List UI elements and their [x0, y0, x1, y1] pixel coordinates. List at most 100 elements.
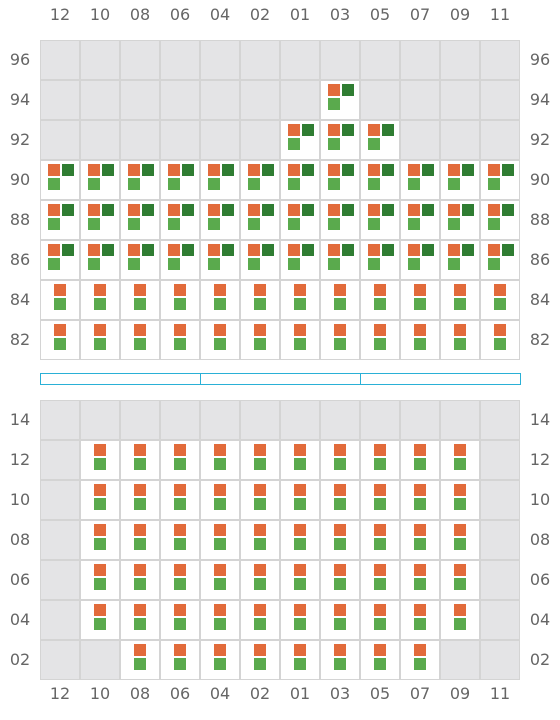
stowage-slot[interactable] — [400, 440, 440, 480]
stowage-slot[interactable] — [240, 480, 280, 520]
stowage-slot[interactable] — [120, 520, 160, 560]
stowage-slot[interactable] — [280, 240, 320, 280]
stowage-slot[interactable] — [120, 280, 160, 320]
stowage-slot[interactable] — [280, 640, 320, 680]
stowage-slot[interactable] — [200, 480, 240, 520]
stowage-slot[interactable] — [440, 600, 480, 640]
stowage-slot[interactable] — [160, 160, 200, 200]
stowage-slot[interactable] — [360, 200, 400, 240]
stowage-slot[interactable] — [320, 80, 360, 120]
stowage-slot[interactable] — [440, 280, 480, 320]
stowage-slot[interactable] — [400, 160, 440, 200]
stowage-slot[interactable] — [360, 520, 400, 560]
stowage-slot[interactable] — [120, 320, 160, 360]
stowage-slot[interactable] — [160, 520, 200, 560]
stowage-slot[interactable] — [40, 280, 80, 320]
stowage-slot[interactable] — [160, 200, 200, 240]
stowage-slot[interactable] — [320, 600, 360, 640]
stowage-slot[interactable] — [400, 200, 440, 240]
stowage-slot[interactable] — [120, 200, 160, 240]
stowage-slot[interactable] — [200, 640, 240, 680]
stowage-slot[interactable] — [80, 520, 120, 560]
stowage-slot[interactable] — [160, 600, 200, 640]
stowage-slot[interactable] — [480, 240, 520, 280]
stowage-slot[interactable] — [200, 160, 240, 200]
stowage-slot[interactable] — [360, 160, 400, 200]
stowage-slot[interactable] — [320, 200, 360, 240]
stowage-slot[interactable] — [160, 320, 200, 360]
stowage-slot[interactable] — [80, 480, 120, 520]
stowage-slot[interactable] — [280, 160, 320, 200]
stowage-slot[interactable] — [120, 600, 160, 640]
stowage-slot[interactable] — [440, 200, 480, 240]
stowage-slot[interactable] — [80, 240, 120, 280]
stowage-slot[interactable] — [80, 160, 120, 200]
stowage-slot[interactable] — [280, 200, 320, 240]
stowage-slot[interactable] — [400, 640, 440, 680]
stowage-slot[interactable] — [240, 440, 280, 480]
stowage-slot[interactable] — [480, 200, 520, 240]
stowage-slot[interactable] — [200, 560, 240, 600]
stowage-slot[interactable] — [400, 600, 440, 640]
stowage-slot[interactable] — [280, 120, 320, 160]
stowage-slot[interactable] — [280, 480, 320, 520]
stowage-slot[interactable] — [200, 600, 240, 640]
stowage-slot[interactable] — [440, 440, 480, 480]
stowage-slot[interactable] — [40, 200, 80, 240]
stowage-slot[interactable] — [240, 560, 280, 600]
stowage-slot[interactable] — [200, 440, 240, 480]
stowage-slot[interactable] — [320, 520, 360, 560]
stowage-slot[interactable] — [120, 160, 160, 200]
stowage-slot[interactable] — [80, 560, 120, 600]
stowage-slot[interactable] — [280, 560, 320, 600]
stowage-slot[interactable] — [160, 240, 200, 280]
stowage-slot[interactable] — [200, 200, 240, 240]
stowage-slot[interactable] — [160, 560, 200, 600]
stowage-slot[interactable] — [360, 320, 400, 360]
stowage-slot[interactable] — [120, 240, 160, 280]
stowage-slot[interactable] — [320, 280, 360, 320]
stowage-slot[interactable] — [440, 480, 480, 520]
stowage-slot[interactable] — [240, 320, 280, 360]
stowage-slot[interactable] — [320, 560, 360, 600]
stowage-slot[interactable] — [200, 280, 240, 320]
stowage-slot[interactable] — [200, 240, 240, 280]
stowage-slot[interactable] — [400, 240, 440, 280]
stowage-slot[interactable] — [80, 440, 120, 480]
stowage-slot[interactable] — [40, 320, 80, 360]
stowage-slot[interactable] — [240, 640, 280, 680]
stowage-slot[interactable] — [400, 560, 440, 600]
stowage-slot[interactable] — [320, 480, 360, 520]
stowage-slot[interactable] — [280, 520, 320, 560]
stowage-slot[interactable] — [200, 520, 240, 560]
stowage-slot[interactable] — [280, 440, 320, 480]
stowage-slot[interactable] — [400, 320, 440, 360]
stowage-slot[interactable] — [320, 160, 360, 200]
stowage-slot[interactable] — [40, 160, 80, 200]
stowage-slot[interactable] — [40, 240, 80, 280]
stowage-slot[interactable] — [160, 480, 200, 520]
stowage-slot[interactable] — [360, 600, 400, 640]
stowage-slot[interactable] — [440, 240, 480, 280]
stowage-slot[interactable] — [320, 640, 360, 680]
stowage-slot[interactable] — [440, 160, 480, 200]
stowage-slot[interactable] — [400, 280, 440, 320]
stowage-slot[interactable] — [80, 320, 120, 360]
stowage-slot[interactable] — [280, 600, 320, 640]
stowage-slot[interactable] — [240, 240, 280, 280]
stowage-slot[interactable] — [360, 480, 400, 520]
stowage-slot[interactable] — [240, 160, 280, 200]
stowage-slot[interactable] — [200, 320, 240, 360]
stowage-slot[interactable] — [80, 600, 120, 640]
stowage-slot[interactable] — [360, 560, 400, 600]
stowage-slot[interactable] — [120, 560, 160, 600]
stowage-slot[interactable] — [120, 640, 160, 680]
stowage-slot[interactable] — [320, 240, 360, 280]
stowage-slot[interactable] — [240, 600, 280, 640]
stowage-slot[interactable] — [80, 280, 120, 320]
stowage-slot[interactable] — [440, 560, 480, 600]
stowage-slot[interactable] — [480, 160, 520, 200]
stowage-slot[interactable] — [440, 520, 480, 560]
stowage-slot[interactable] — [160, 640, 200, 680]
stowage-slot[interactable] — [480, 280, 520, 320]
